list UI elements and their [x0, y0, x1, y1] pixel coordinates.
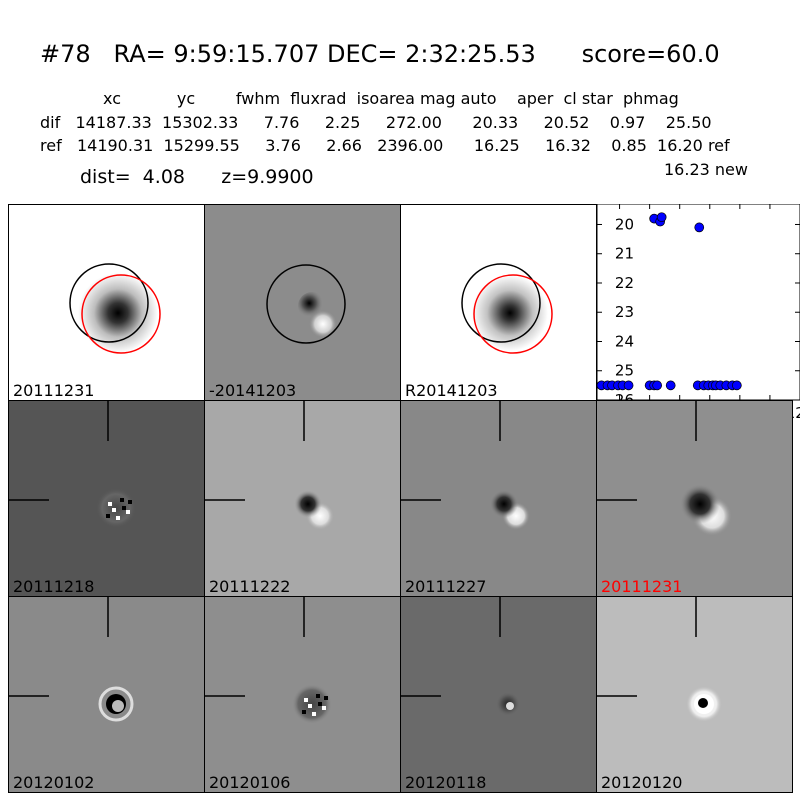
panel-label: 20120102 — [13, 773, 95, 792]
aperture-circle — [266, 264, 346, 344]
light-curve-chart: 20212223242526020406080100120 — [596, 203, 800, 424]
stamp-image — [401, 597, 596, 792]
panel-epoch-2: 20111222 — [204, 400, 401, 597]
panel-label: R20141203 — [405, 381, 498, 400]
data-point — [652, 380, 662, 391]
panel-epoch-3: 20111227 — [400, 400, 597, 597]
panel-label: -20141203 — [209, 381, 297, 400]
new-row: 16.23 new — [664, 160, 748, 179]
stamp-image — [597, 597, 792, 792]
panel-label: 20120120 — [601, 773, 683, 792]
y-tick-label: 22 — [615, 274, 634, 292]
panel-label-highlight: 20111231 — [601, 577, 683, 596]
panel-label: 20120118 — [405, 773, 487, 792]
panel-label: 20111227 — [405, 577, 487, 596]
stamp-image — [205, 401, 400, 596]
ref-circle — [473, 274, 553, 354]
y-tick-label: 25 — [615, 362, 634, 380]
data-point — [665, 380, 676, 391]
dist-z-line: dist= 4.08 z=9.9900 — [80, 166, 314, 188]
aperture-circle — [69, 263, 149, 343]
data-point — [656, 212, 667, 223]
panel-label: 20111222 — [209, 577, 291, 596]
y-tick-label: 24 — [615, 332, 634, 350]
light-curve-svg: 20212223242526020406080100120 — [596, 203, 800, 422]
panel-reference-image: R20141203 — [400, 204, 597, 401]
panel-epoch-7: 20120118 — [400, 596, 597, 793]
panel-epoch-5: 20120102 — [8, 596, 205, 793]
candidate-title: #78 RA= 9:59:15.707 DEC= 2:32:25.53 scor… — [40, 40, 720, 68]
ref-circle — [81, 274, 161, 354]
stamp-image — [597, 401, 792, 596]
new-image-stamp — [9, 205, 204, 400]
reference-stamp — [401, 205, 596, 400]
stamp-image — [205, 597, 400, 792]
panel-new-image: 20111231 — [8, 204, 205, 401]
y-tick-label: 21 — [615, 245, 634, 263]
data-point — [694, 222, 705, 233]
data-point — [731, 380, 742, 391]
panel-label: 20120106 — [209, 773, 291, 792]
ref-row: ref 14190.31 15299.55 3.76 2.66 2396.00 … — [40, 136, 730, 155]
stamp-image — [9, 401, 204, 596]
column-headers: xc yc fwhm fluxrad isoarea mag auto aper… — [103, 89, 679, 108]
data-point — [623, 380, 634, 391]
panel-label: 20111218 — [13, 577, 95, 596]
y-tick-label: 20 — [615, 215, 634, 233]
panel-label: 20111231 — [13, 381, 95, 400]
stamp-image — [401, 401, 596, 596]
panel-epoch-1: 20111218 — [8, 400, 205, 597]
panel-epoch-8: 20120120 — [596, 596, 793, 793]
aperture-circle — [461, 263, 541, 343]
panel-epoch-4-current: 20111231 — [596, 400, 793, 597]
y-tick-label: 23 — [615, 303, 634, 321]
dif-row: dif 14187.33 15302.33 7.76 2.25 272.00 2… — [40, 113, 712, 132]
stamp-image — [9, 597, 204, 792]
panel-difference-image: -20141203 — [204, 204, 401, 401]
panel-epoch-6: 20120106 — [204, 596, 401, 793]
difference-stamp — [205, 205, 400, 400]
